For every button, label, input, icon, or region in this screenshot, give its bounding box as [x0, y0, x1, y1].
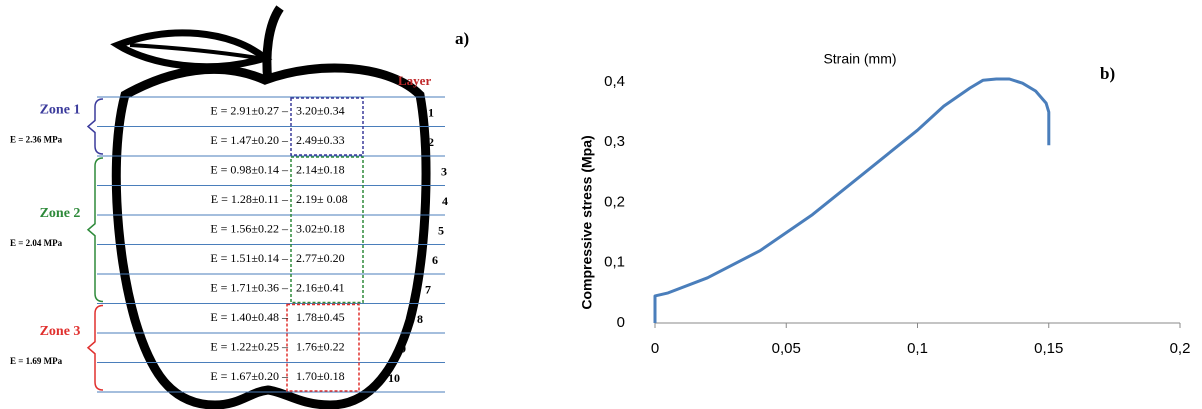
row-right: 2.49±0.33 — [296, 133, 345, 147]
zone-label: Zone 3 — [40, 324, 81, 339]
y-tick-label: 0 — [617, 314, 625, 331]
zone-box — [290, 97, 364, 156]
y-tick-label: 0,3 — [604, 133, 625, 150]
y-axis-label: Compressive stress (Mpa) — [579, 135, 595, 309]
layer-number: 2 — [428, 135, 434, 149]
row-left: E = 1.71±0.36 – — [210, 281, 289, 295]
layer-number: 3 — [441, 165, 447, 179]
row-right: 1.76±0.22 — [296, 340, 345, 354]
zone-label: Zone 1 — [40, 103, 81, 118]
zone-modulus: E = 2.36 MPa — [10, 135, 63, 145]
x-tick-label: 0,2 — [1170, 340, 1191, 357]
zone-modulus: E = 2.04 MPa — [10, 238, 63, 248]
data-line — [653, 77, 1051, 323]
row-left: E = 2.91±0.27 – — [210, 104, 289, 118]
row-left: E = 1.40±0.48 – — [210, 310, 289, 324]
row-right: 2.19± 0.08 — [296, 192, 348, 206]
layer-number: 10 — [388, 371, 400, 385]
x-axis-label: Strain (mm) — [823, 51, 896, 67]
row-left: E = 1.67±0.20 – — [210, 369, 289, 383]
row-right: 1.70±0.18 — [296, 369, 345, 383]
y-tick-label: 0,1 — [604, 254, 625, 271]
apple-drawing — [110, 5, 431, 409]
row-left: E = 1.47±0.20 – — [210, 133, 289, 147]
layer-number: 8 — [417, 312, 423, 326]
chart: b) Strain (mm) Compressive stress (Mpa) 0 0,… — [579, 51, 1191, 357]
zone-bracket — [86, 157, 104, 303]
row-left: E = 1.56±0.22 – — [210, 222, 289, 236]
layer-number: 1 — [428, 106, 434, 120]
layer-number: 4 — [442, 194, 448, 208]
zone-label: Zone 2 — [40, 206, 81, 221]
row-right: 3.02±0.18 — [296, 222, 345, 236]
zone-bracket — [86, 304, 104, 391]
x-tick-label: 0 — [651, 340, 659, 357]
y-tick-label: 0,2 — [604, 193, 625, 210]
row-left: E = 0.98±0.14 – — [210, 163, 289, 177]
row-right: 2.14±0.18 — [296, 163, 345, 177]
layer-number: 7 — [425, 283, 431, 297]
layer-number: 6 — [432, 253, 438, 267]
row-left: E = 1.28±0.11 – — [211, 192, 289, 206]
panel-label: a) — [455, 29, 469, 48]
row-left: E = 1.51±0.14 – — [210, 251, 289, 265]
row-right: 1.78±0.45 — [296, 310, 345, 324]
layer-number: 9 — [400, 342, 406, 356]
row-left: E = 1.22±0.25 – — [210, 340, 289, 354]
zone-box — [290, 156, 364, 304]
x-tick-label: 0,1 — [907, 340, 928, 357]
zone-box — [286, 303, 360, 392]
diagram: a) Layer E = 2.91±0.27 – 3.20±0.34 1 E = 1.47… — [10, 29, 469, 393]
x-tick-label: 0,15 — [1034, 340, 1063, 357]
layer-number: 5 — [438, 224, 444, 238]
layer-header: Layer — [398, 73, 431, 88]
zone-bracket — [86, 98, 104, 155]
row-right: 3.20±0.34 — [296, 104, 345, 118]
row-right: 2.77±0.20 — [296, 251, 345, 265]
zone-modulus: E = 1.69 MPa — [10, 356, 63, 366]
y-tick-label: 0,4 — [604, 73, 625, 90]
row-right: 2.16±0.41 — [296, 281, 345, 295]
panel-label: b) — [1100, 64, 1115, 83]
x-tick-label: 0,05 — [772, 340, 801, 357]
